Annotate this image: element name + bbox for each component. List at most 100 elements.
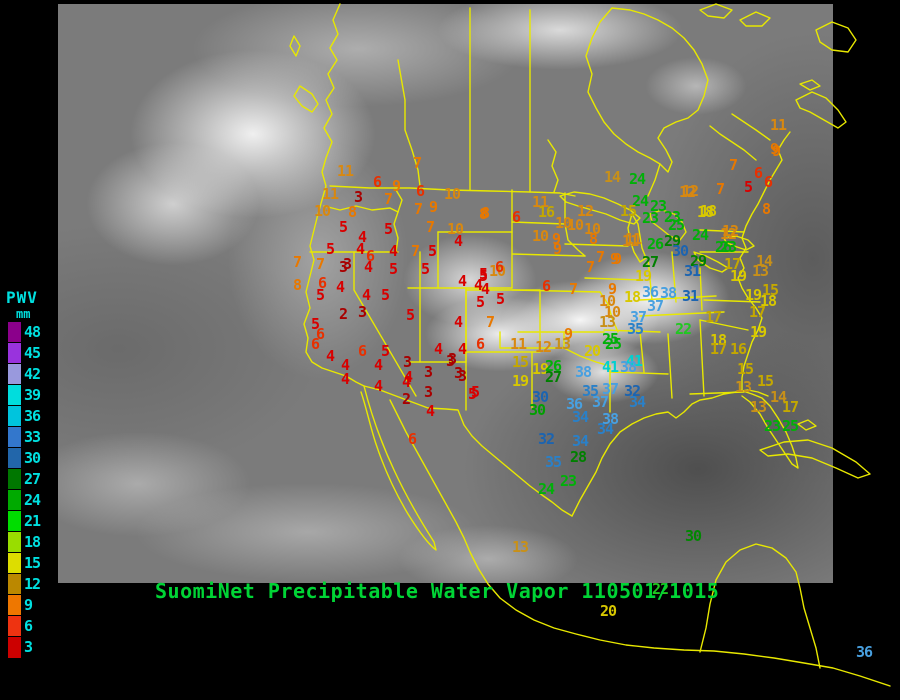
station-value: 12 (719, 224, 737, 243)
station-value: 7 (728, 155, 738, 174)
station-value: 26 (646, 234, 664, 253)
station-value: 4 (473, 275, 483, 294)
station-value: 25 (604, 334, 622, 353)
legend-units: mm (16, 307, 31, 321)
station-value: 2 (401, 389, 411, 408)
station-value: 9 (563, 324, 573, 343)
station-value: 12 (681, 181, 699, 200)
legend-entry: 45 (6, 342, 58, 365)
station-value: 5 (388, 259, 398, 278)
legend-entry: 30 (6, 447, 58, 470)
pwv-legend: PWV mm 48 45 42 39 36 33 30 27 24 21 18 15 12 9 6 3 (6, 288, 58, 659)
station-value: 4 (480, 279, 490, 298)
station-value: 31 (683, 261, 701, 280)
satellite-image (58, 4, 833, 583)
station-value: 3 (338, 257, 348, 276)
station-value: 11 (621, 231, 639, 250)
station-value: 8 (478, 204, 488, 223)
station-value: 11 (336, 161, 354, 180)
station-value: 4 (388, 241, 398, 260)
station-value: 7 (595, 247, 605, 266)
station-value: 4 (340, 355, 350, 374)
legend-entry: 12 (6, 573, 58, 596)
station-value: 5 (470, 382, 480, 401)
station-value: 10 (313, 201, 331, 220)
station-value: 9 (609, 249, 619, 268)
station-value: 7 (292, 252, 302, 271)
station-value: 4 (361, 285, 371, 304)
legend-entry: 6 (6, 615, 58, 638)
station-value: 5 (420, 259, 430, 278)
station-value: 5 (475, 292, 485, 311)
station-value: 5 (325, 239, 335, 258)
station-value: 18 (699, 201, 717, 220)
legend-label: 48 (24, 323, 41, 341)
station-value: 3 (457, 366, 467, 385)
station-value: 41 (601, 357, 619, 376)
station-value: 11 (509, 334, 527, 353)
legend-label: 24 (24, 491, 41, 509)
legend-entry: 3 (6, 636, 58, 659)
station-value: 31 (681, 286, 699, 305)
station-value: 7 (410, 241, 420, 260)
station-value: 6 (317, 273, 327, 292)
station-value: 17 (709, 339, 727, 358)
station-value: 4 (425, 401, 435, 420)
station-value: 36 (641, 282, 659, 301)
station-value: 35 (626, 319, 644, 338)
station-value: 3 (353, 187, 363, 206)
legend-swatch (7, 594, 22, 617)
station-value: 20 (583, 341, 601, 360)
station-value: 13 (734, 377, 752, 396)
station-value: 5 (380, 285, 390, 304)
station-value: 5 (467, 384, 477, 403)
station-value: 27 (641, 252, 659, 271)
station-value: 12 (576, 201, 594, 220)
station-value: 6 (357, 341, 367, 360)
station-value: 5 (383, 219, 393, 238)
station-value: 5 (405, 305, 415, 324)
station-value: 23 (649, 196, 667, 215)
station-value: 4 (457, 271, 467, 290)
legend-label: 6 (24, 617, 33, 635)
station-value: 25 (601, 329, 619, 348)
legend-label: 21 (24, 512, 41, 530)
station-value: 11 (321, 184, 339, 203)
station-value: 10 (443, 184, 461, 203)
legend-swatch (7, 321, 22, 344)
station-value: 7 (585, 257, 595, 276)
station-value: 3 (447, 349, 457, 368)
station-value: 19 (634, 266, 652, 285)
station-value: 4 (453, 231, 463, 250)
station-value: 9 (391, 176, 401, 195)
station-value: 7 (568, 279, 578, 298)
station-value: 5 (478, 264, 488, 283)
station-value: 10 (603, 302, 621, 321)
legend-label: 12 (24, 575, 41, 593)
legend-swatch (7, 468, 22, 491)
station-value: 11 (769, 115, 787, 134)
station-value: 5 (338, 217, 348, 236)
station-value: 9 (612, 249, 622, 268)
legend-swatch (7, 489, 22, 512)
station-value: 11 (624, 229, 642, 248)
station-value: 23 (763, 416, 781, 435)
station-value: 6 (310, 334, 320, 353)
legend-label: 30 (24, 449, 41, 467)
station-value: 12 (721, 221, 739, 240)
station-value: 24 (691, 225, 709, 244)
station-value: 19 (531, 359, 549, 378)
legend-swatch (7, 363, 22, 386)
station-value: 4 (373, 376, 383, 395)
station-value: 8 (292, 275, 302, 294)
station-value: 6 (372, 172, 382, 191)
station-value: 38 (601, 409, 619, 428)
station-value: 32 (537, 429, 555, 448)
station-value: 34 (571, 431, 589, 450)
station-value: 14 (755, 251, 773, 270)
station-value: 8 (347, 202, 357, 221)
legend-entry: 27 (6, 468, 58, 491)
station-value: 8 (480, 203, 490, 222)
station-value: 15 (736, 359, 754, 378)
station-value: 15 (756, 371, 774, 390)
